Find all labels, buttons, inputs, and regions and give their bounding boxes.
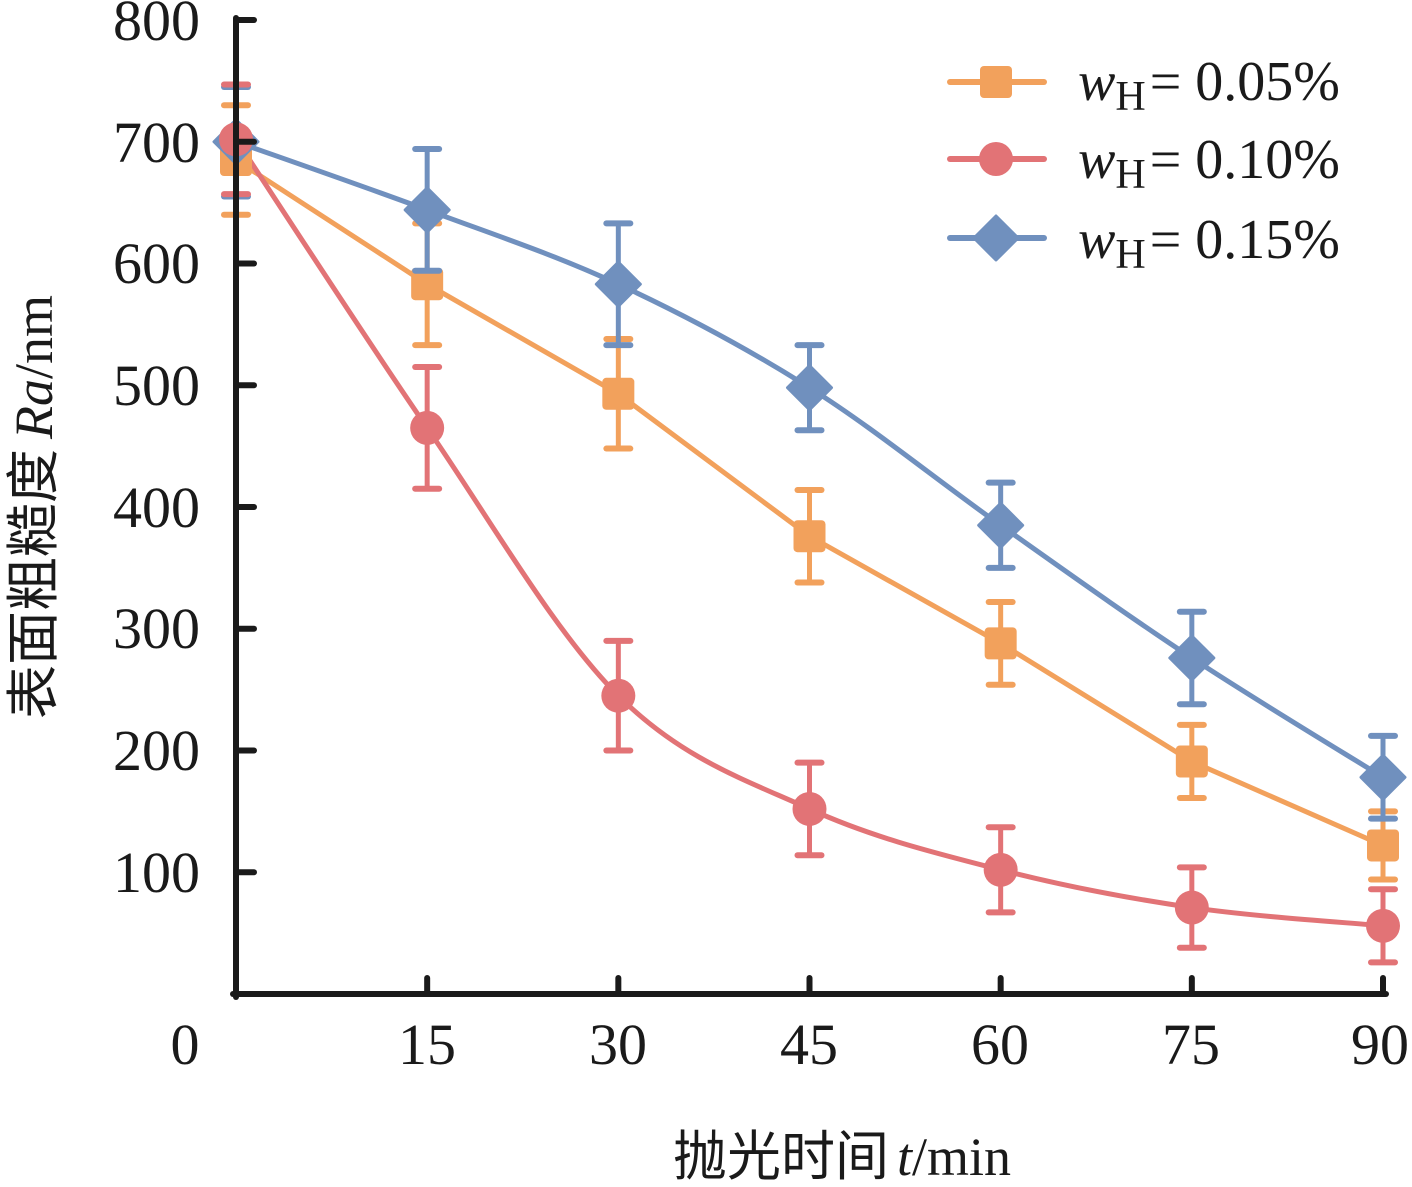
- legend-marker-circle: [979, 142, 1013, 176]
- data-point: [792, 759, 827, 859]
- data-point: [983, 824, 1018, 916]
- legend-item-2: wH= 0.15%: [947, 209, 1340, 278]
- legend-marker-diamond-icon: [947, 214, 1047, 262]
- marker-circle: [792, 791, 827, 826]
- x-tick-label: 75: [1162, 1012, 1220, 1077]
- data-point: [1168, 608, 1216, 708]
- x-tick-label: 60: [971, 1012, 1029, 1077]
- legend: wH= 0.05% wH= 0.10% wH= 0.15%: [947, 51, 1340, 278]
- legend-label: wH= 0.15%: [1078, 209, 1340, 278]
- data-point: [977, 479, 1025, 571]
- marker-diamond: [786, 364, 833, 412]
- marker-square: [602, 377, 635, 410]
- marker-square: [1175, 745, 1208, 778]
- legend-marker-diamond: [972, 214, 1020, 262]
- marker-square: [1367, 829, 1399, 862]
- marker-diamond: [403, 186, 451, 234]
- y-tick-label: 400: [113, 475, 200, 540]
- marker-diamond: [1359, 753, 1407, 801]
- legend-item-1: wH= 0.10%: [947, 129, 1340, 198]
- marker-circle: [983, 852, 1018, 887]
- axis-ticks: [233, 17, 1386, 997]
- x-tick-labels: 0 15 30 45 60 75 90: [171, 1012, 1410, 1077]
- y-tick-label: 300: [113, 596, 200, 661]
- legend-marker-square-icon: [947, 66, 1047, 98]
- data-point: [601, 637, 636, 754]
- data-point: [1174, 864, 1209, 951]
- data-point: [793, 486, 826, 586]
- y-axis-title: 表面粗糙度Ra/nm: [4, 295, 64, 719]
- marker-square: [411, 268, 444, 301]
- marker-square: [793, 520, 826, 553]
- data-point: [1366, 886, 1400, 966]
- y-tick-label: 600: [113, 231, 200, 296]
- data-point: [984, 598, 1017, 688]
- x-tick-label: 30: [589, 1012, 647, 1077]
- marker-circle: [1366, 908, 1400, 943]
- legend-label: wH= 0.05%: [1078, 51, 1340, 120]
- data-point: [1175, 721, 1208, 801]
- y-tick-label: 800: [113, 0, 200, 53]
- y-tick-label: 700: [113, 110, 200, 175]
- legend-item-0: wH= 0.05%: [947, 51, 1340, 120]
- marker-circle: [410, 410, 445, 445]
- data-point: [1359, 732, 1407, 822]
- marker-square: [984, 627, 1017, 660]
- y-tick-label: 100: [113, 840, 200, 905]
- marker-diamond: [594, 260, 642, 308]
- marker-circle: [601, 678, 636, 713]
- x-tick-label: 45: [780, 1012, 838, 1077]
- data-point: [594, 220, 642, 349]
- x-tick-label: 90: [1351, 1012, 1409, 1077]
- data-point: [403, 146, 451, 274]
- legend-marker-square: [980, 66, 1012, 98]
- y-tick-label: 200: [113, 718, 200, 783]
- marker-circle: [1174, 890, 1209, 925]
- data-point: [410, 363, 445, 492]
- data-point: [602, 335, 635, 452]
- data-point: [786, 342, 833, 434]
- legend-marker-circle-icon: [947, 142, 1047, 176]
- marker-diamond: [1168, 634, 1216, 682]
- y-tick-label: 500: [113, 353, 200, 418]
- x-axis-title: 抛光时间 t/min: [673, 1127, 1011, 1187]
- x-tick-label: 15: [398, 1012, 456, 1077]
- marker-diamond: [977, 501, 1025, 549]
- legend-label: wH= 0.10%: [1078, 129, 1340, 198]
- y-tick-labels: 100 200 300 400 500 600 700 800: [113, 0, 200, 905]
- x-tick-label: 0: [171, 1012, 200, 1077]
